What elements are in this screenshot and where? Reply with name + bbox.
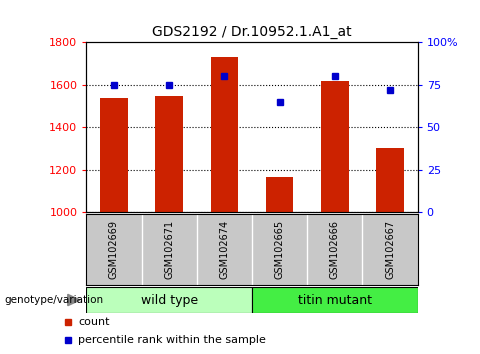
Bar <box>321 81 348 212</box>
Bar <box>100 98 128 212</box>
Text: GSM102665: GSM102665 <box>275 220 285 279</box>
Bar <box>86 287 252 313</box>
Bar <box>376 148 404 212</box>
Text: GSM102667: GSM102667 <box>385 220 395 279</box>
Text: GSM102666: GSM102666 <box>330 220 340 279</box>
Text: count: count <box>78 317 110 327</box>
Text: GSM102671: GSM102671 <box>164 220 174 279</box>
Text: wild type: wild type <box>141 293 198 307</box>
Text: GSM102674: GSM102674 <box>219 220 229 279</box>
Bar <box>266 177 293 212</box>
Text: GSM102669: GSM102669 <box>109 220 119 279</box>
Title: GDS2192 / Dr.10952.1.A1_at: GDS2192 / Dr.10952.1.A1_at <box>152 25 352 39</box>
Polygon shape <box>68 295 80 306</box>
Bar <box>252 287 418 313</box>
Bar <box>211 57 238 212</box>
Bar <box>156 96 183 212</box>
Text: percentile rank within the sample: percentile rank within the sample <box>78 335 266 345</box>
Text: genotype/variation: genotype/variation <box>5 295 104 305</box>
Text: titin mutant: titin mutant <box>298 293 372 307</box>
